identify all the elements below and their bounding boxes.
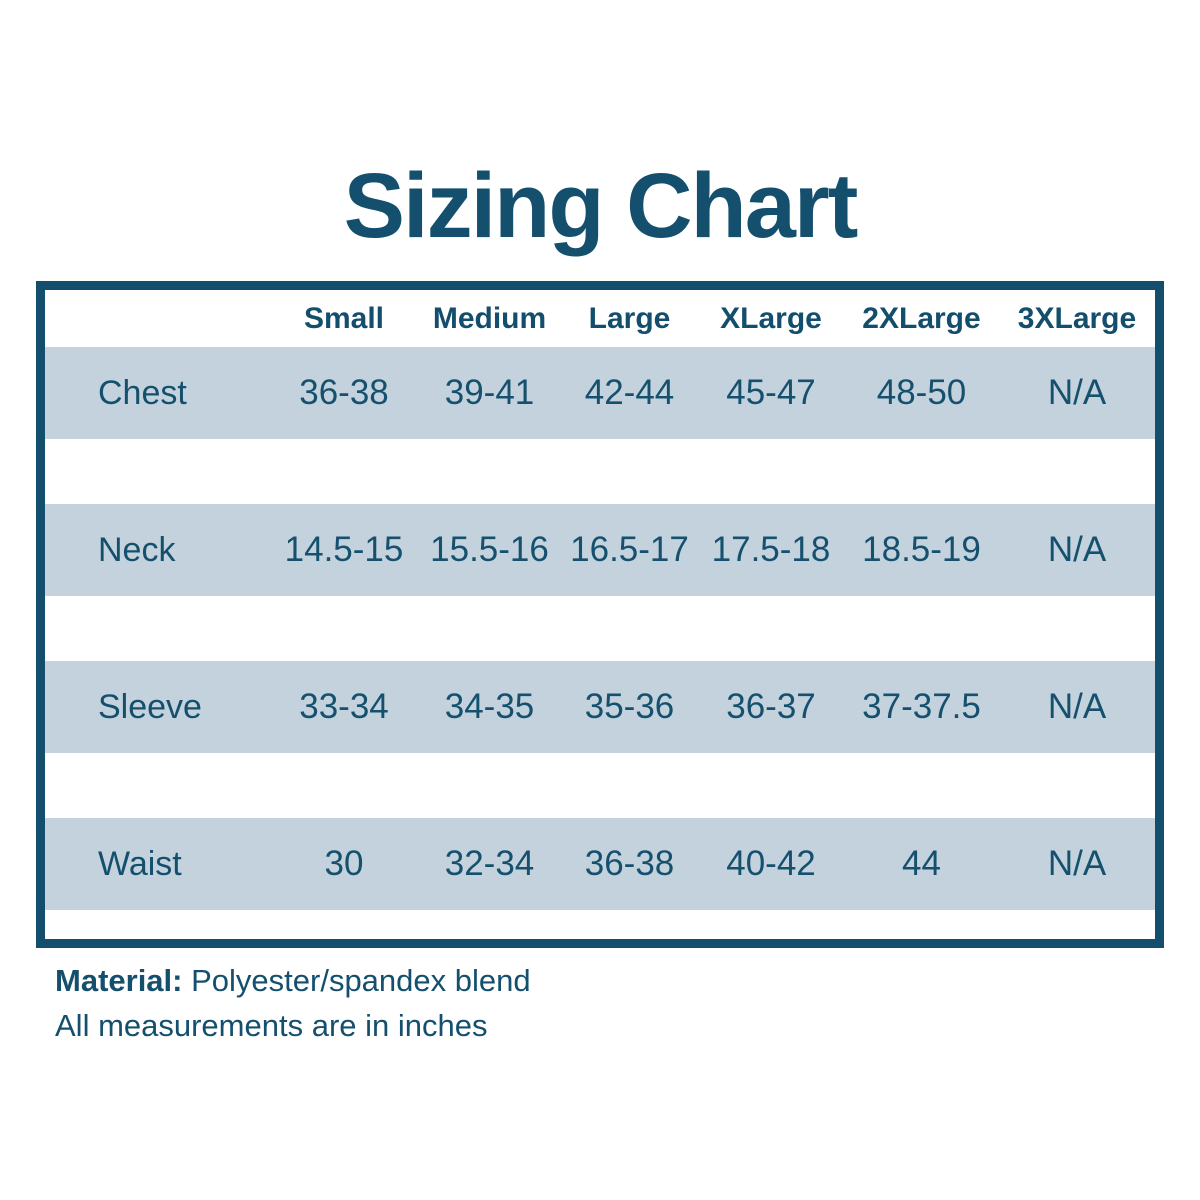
waist-small-value: 30 (324, 844, 364, 883)
waist-xlarge-value: 40-42 (726, 844, 816, 883)
row-label-waist: Waist (98, 844, 182, 883)
row-label-chest: Chest (98, 373, 187, 412)
column-header-xlarge: XLarge (720, 301, 822, 335)
chest-2xlarge-value: 48-50 (876, 373, 967, 412)
waist-3xlarge-value: N/A (1047, 844, 1107, 883)
neck-xlarge-value: 17.5-18 (711, 530, 831, 569)
column-header-medium: Medium (432, 301, 547, 335)
chest-large-value: 42-44 (584, 373, 675, 412)
sleeve-2xlarge-value: 37-37.5 (862, 687, 981, 726)
sleeve-xlarge-value: 36-37 (726, 687, 816, 726)
row-label-sleeve: Sleeve (98, 687, 202, 726)
waist-large-value: 36-38 (584, 844, 675, 883)
table-row-neck: Neck 14.5-15 15.5-16 16.5-17 17.5-18 18.… (45, 504, 1155, 596)
sleeve-medium-value: 34-35 (444, 687, 535, 726)
sleeve-large-value: 35-36 (584, 687, 675, 726)
column-header-3xlarge: 3XLarge (1017, 301, 1137, 335)
waist-2xlarge-value: 44 (902, 844, 941, 883)
material-value: Polyester/spandex blend (191, 963, 531, 998)
chest-small-value: 36-38 (299, 373, 389, 412)
footer-notes: Material: Polyester/spandex blend All me… (55, 958, 531, 1048)
table-row-sleeve: Sleeve 33-34 34-35 35-36 36-37 37-37.5 N… (45, 661, 1155, 753)
neck-medium-value: 15.5-16 (430, 530, 549, 569)
sizing-table: Small Medium Large XLarge 2XLarge 3XLarg… (36, 281, 1164, 948)
measurement-note: All measurements are in inches (55, 1008, 488, 1043)
chest-3xlarge-value: N/A (1047, 373, 1107, 412)
column-header-2xlarge: 2XLarge (862, 301, 981, 335)
neck-small-value: 14.5-15 (284, 530, 404, 569)
neck-large-value: 16.5-17 (570, 530, 689, 569)
chest-medium-value: 39-41 (444, 373, 535, 412)
chest-xlarge-value: 45-47 (726, 373, 816, 412)
waist-medium-value: 32-34 (444, 844, 535, 883)
row-label-neck: Neck (98, 530, 176, 569)
sleeve-small-value: 33-34 (299, 687, 389, 726)
material-line: Material: Polyester/spandex blend (55, 958, 531, 1003)
table-row-waist: Waist 30 32-34 36-38 40-42 44 N/A (45, 818, 1155, 910)
neck-2xlarge-value: 18.5-19 (862, 530, 981, 569)
table-header-row: Small Medium Large XLarge 2XLarge 3XLarg… (45, 290, 1155, 347)
neck-3xlarge-value: N/A (1047, 530, 1107, 569)
column-header-small: Small (303, 301, 385, 335)
page-title: Sizing Chart (343, 155, 859, 257)
column-header-large: Large (588, 301, 671, 335)
material-label: Material: (55, 963, 183, 998)
sleeve-3xlarge-value: N/A (1047, 687, 1107, 726)
table-row-chest: Chest 36-38 39-41 42-44 45-47 48-50 N/A (45, 347, 1155, 439)
